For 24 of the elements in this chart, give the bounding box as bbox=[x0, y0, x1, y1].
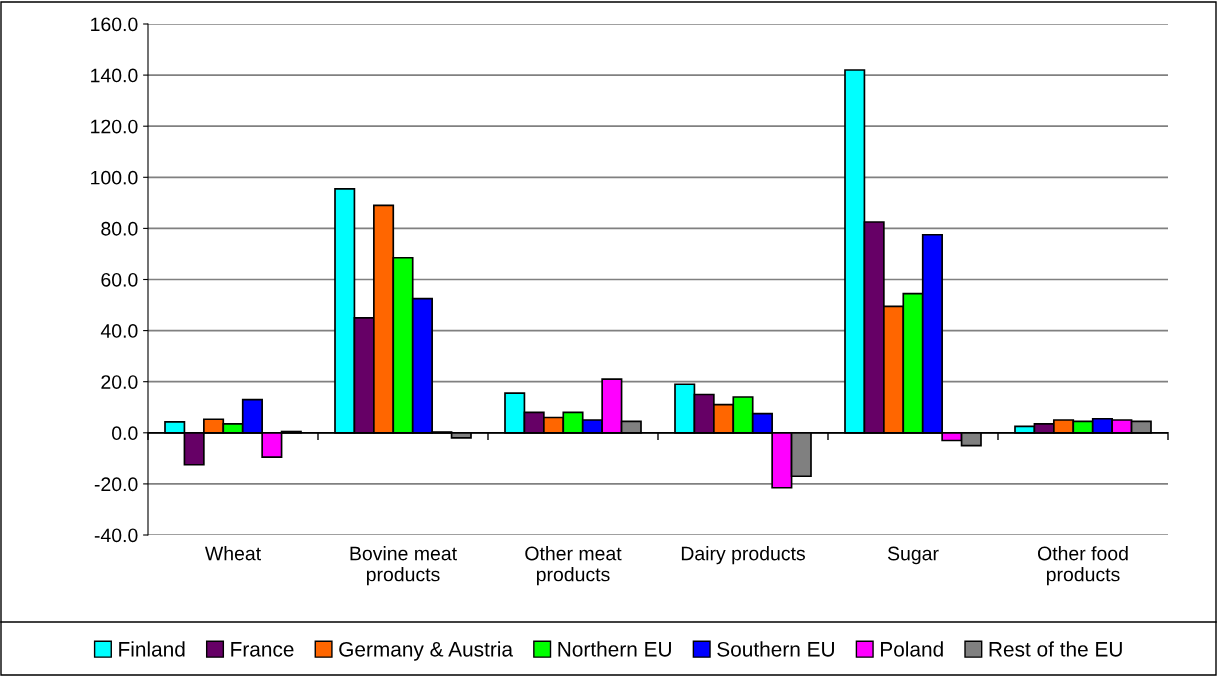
legend-label: Northern EU bbox=[558, 641, 671, 657]
y-tick-label: 160.0 bbox=[91, 17, 138, 32]
y-tick-label: 40.0 bbox=[100, 324, 138, 338]
legend-label: Poland bbox=[881, 641, 943, 657]
legend-label: Germany & Austria bbox=[339, 641, 514, 661]
x-tick-label: Other meat products bbox=[525, 546, 622, 586]
y-tick-label: 100.0 bbox=[91, 170, 138, 185]
x-tick-label: Wheat bbox=[204, 546, 261, 561]
x-tick-label: Other food products bbox=[1037, 546, 1128, 586]
legend-label: France bbox=[231, 642, 294, 657]
legend-label: Rest of the EU bbox=[989, 641, 1122, 657]
y-tick-label: 60.0 bbox=[101, 272, 138, 287]
y-tick-label: 20.0 bbox=[101, 375, 138, 389]
y-tick-label: 80.0 bbox=[101, 221, 138, 236]
x-tick-label: Bovine meat products bbox=[350, 546, 457, 586]
x-tick-label: Sugar bbox=[887, 546, 939, 565]
y-tick-label: 140.0 bbox=[91, 68, 138, 83]
x-tick-label: Dairy products bbox=[681, 546, 805, 565]
y-tick-label: 0.0 bbox=[112, 426, 138, 441]
legend-label: Finland bbox=[119, 641, 185, 657]
legend-label: Southern EU bbox=[717, 641, 834, 657]
y-tick-label: -20.0 bbox=[94, 477, 138, 492]
y-tick-label: -40.0 bbox=[94, 528, 138, 543]
y-tick-label: 120.0 bbox=[91, 119, 138, 134]
